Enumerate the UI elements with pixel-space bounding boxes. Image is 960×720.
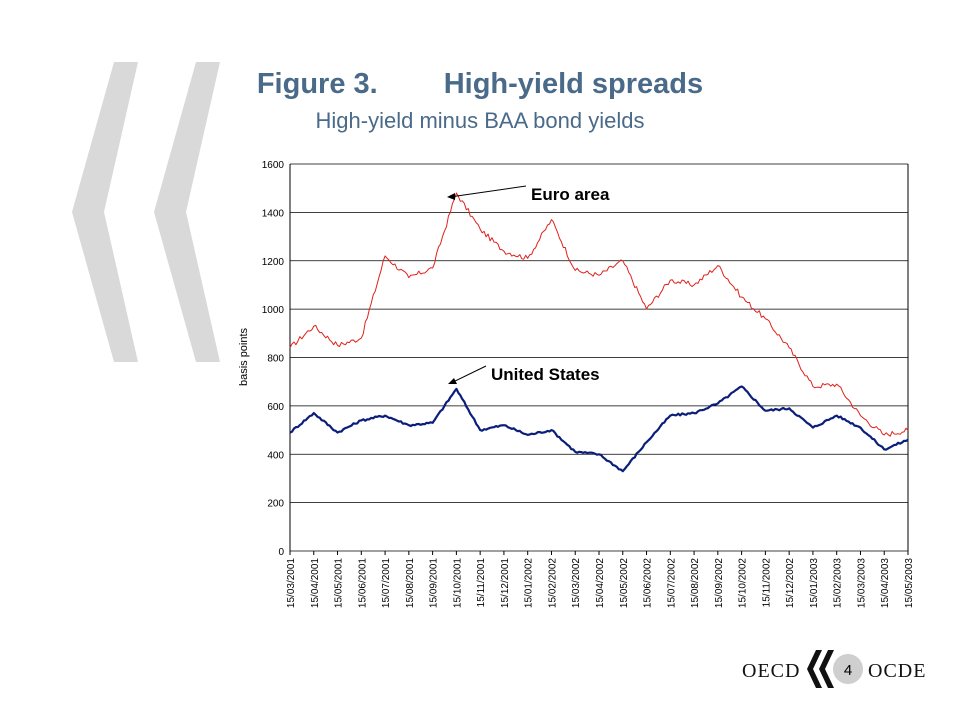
series-lines: [289, 192, 909, 473]
x-tick-label: 15/08/2001: [405, 558, 416, 608]
decorative-chevrons: [72, 62, 220, 362]
title-main: High-yield spreads: [443, 68, 704, 100]
x-tick-label: 15/05/2001: [334, 558, 345, 608]
page-number: 4: [844, 662, 852, 679]
y-tick-label: 1200: [262, 257, 285, 268]
y-tick-label: 400: [267, 450, 284, 461]
series-line-united-states: [289, 385, 909, 473]
annotation-euro-area: Euro area: [447, 180, 626, 206]
y-tick-label: 1000: [262, 305, 285, 316]
chart-subtitle: High-yield minus BAA bond yields: [315, 108, 645, 133]
y-tick-label: 1400: [262, 208, 285, 219]
x-tick-label: 15/08/2002: [690, 558, 701, 608]
x-tick-label: 15/02/2002: [547, 558, 558, 608]
series-line-euro-area: [289, 192, 909, 437]
y-axis-ticks: 0 200 400 600 800 1000 1200 1400 1600: [262, 160, 285, 558]
x-tick-label: 15/10/2002: [738, 558, 749, 608]
x-tick-label: 15/11/2001: [476, 558, 487, 608]
x-axis-ticks: 15/03/2001 15/04/2001 15/05/2001 15/06/2001…: [286, 551, 915, 608]
y-tick-label: 800: [267, 354, 284, 365]
y-tick-label: 200: [267, 499, 284, 510]
x-tick-label: 15/12/2001: [500, 558, 511, 608]
annotation-united-states-label: United States: [491, 365, 600, 384]
x-tick-label: 15/09/2002: [714, 558, 725, 608]
logo-text-right: OCDE: [868, 660, 926, 682]
x-tick-label: 15/07/2002: [666, 558, 677, 608]
x-tick-label: 15/10/2001: [452, 558, 463, 608]
x-tick-label: 15/11/2002: [761, 558, 772, 608]
gridlines: [289, 163, 909, 552]
figure-label: Figure 3.: [256, 68, 378, 100]
y-tick-label: 1600: [262, 160, 285, 171]
x-tick-label: 15/09/2001: [429, 558, 440, 608]
logo-text-left: OECD: [742, 660, 800, 682]
annotation-euro-area-label: Euro area: [531, 185, 610, 204]
x-tick-label: 15/02/2003: [833, 558, 844, 608]
oecd-logo: OECD 4 OCDE: [742, 650, 926, 688]
x-tick-label: 15/04/2003: [880, 558, 891, 608]
x-tick-label: 15/01/2002: [524, 558, 535, 608]
x-tick-label: 15/01/2003: [809, 558, 820, 608]
x-tick-label: 15/07/2001: [381, 558, 392, 608]
y-tick-label: 0: [278, 547, 284, 558]
x-tick-label: 15/03/2003: [856, 558, 867, 608]
annotation-united-states: United States: [448, 360, 630, 386]
x-tick-label: 15/06/2001: [357, 558, 368, 608]
x-tick-label: 15/05/2003: [904, 558, 915, 608]
x-tick-label: 15/04/2001: [310, 558, 321, 608]
x-tick-label: 15/04/2002: [595, 558, 606, 608]
x-tick-label: 15/12/2002: [785, 558, 796, 608]
x-tick-label: 15/05/2002: [619, 558, 630, 608]
chart-title: Figure 3. High-yield spreads: [0, 68, 960, 101]
y-tick-label: 600: [267, 402, 284, 413]
x-tick-label: 15/03/2001: [286, 558, 297, 608]
x-tick-label: 15/03/2002: [571, 558, 582, 608]
y-axis-label: basis points: [238, 327, 250, 386]
x-tick-label: 15/06/2002: [643, 558, 654, 608]
